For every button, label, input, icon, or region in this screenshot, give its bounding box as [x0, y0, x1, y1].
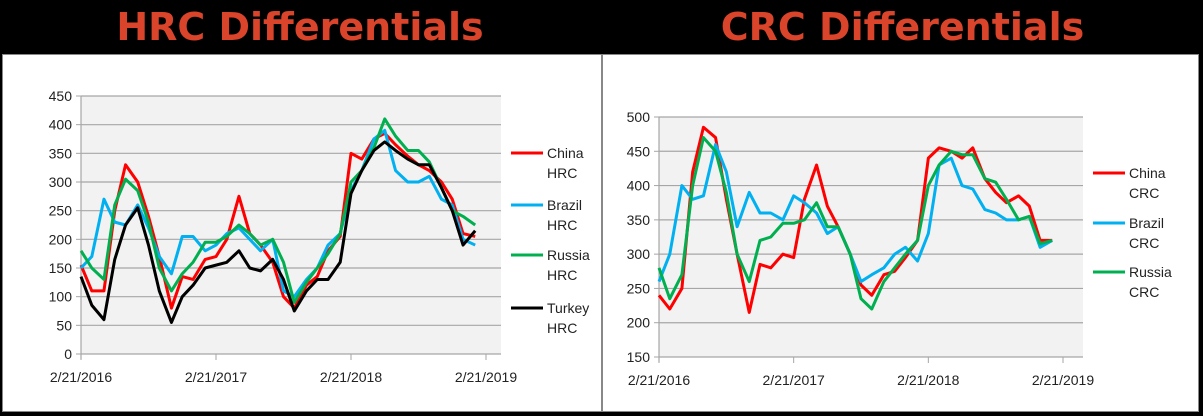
y-tick-label: 450 — [49, 88, 73, 104]
y-tick-label: 350 — [627, 212, 651, 228]
crc-chart-panel: 150 200 250 300 350 400 450 500 2/21/2016 2/21/20… — [602, 54, 1199, 412]
x-tick-label: 2/21/2019 — [1032, 372, 1094, 388]
legend-label-line2: HRC — [547, 267, 577, 283]
y-tick-label: 200 — [627, 315, 651, 331]
y-tick-label: 350 — [49, 145, 73, 161]
x-tick-label: 2/21/2019 — [455, 369, 517, 385]
series-line-russia-hrc — [79, 117, 477, 304]
y-tick-label: 250 — [49, 203, 73, 219]
legend-label-line2: HRC — [547, 320, 577, 336]
y-tick-label: 500 — [627, 109, 651, 125]
legend-label: Russia — [547, 247, 590, 263]
x-tick-label: 2/21/2018 — [320, 369, 382, 385]
legend-label: Russia — [1129, 264, 1172, 280]
series-line-china-hrc — [79, 131, 476, 310]
hrc-chart-title: HRC Differentials — [116, 5, 484, 49]
y-tick-label: 250 — [627, 280, 651, 296]
y-tick-label: 150 — [49, 260, 73, 276]
y-tick-label: 200 — [49, 231, 73, 247]
x-tick-label: 2/21/2016 — [50, 369, 112, 385]
series-line-brazil-hrc — [79, 128, 476, 299]
y-tick-label: 0 — [64, 346, 72, 362]
y-tick-label: 400 — [49, 117, 73, 133]
legend-label: Brazil — [1129, 215, 1164, 231]
y-tick-label: 300 — [627, 246, 651, 262]
legend-label-line2: HRC — [547, 217, 577, 233]
y-tick-label: 150 — [627, 349, 651, 365]
legend-label: China — [1129, 165, 1166, 181]
x-tick-label: 2/21/2017 — [763, 372, 825, 388]
hrc-chart: 0 50 100 150 200 250 300 350 400 450 2/21/2016 2/21… — [49, 88, 590, 385]
legend-label-line2: HRC — [547, 165, 577, 181]
crc-chart: 150 200 250 300 350 400 450 500 2/21/2016 2/21/20… — [627, 109, 1172, 388]
y-tick-label: 50 — [56, 317, 72, 333]
legend-label-line2: CRC — [1129, 235, 1159, 251]
y-tick-label: 400 — [627, 178, 651, 194]
y-tick-label: 300 — [49, 174, 73, 190]
y-tick-label: 100 — [49, 289, 73, 305]
series-line-russia-crc — [657, 136, 1053, 311]
legend-label-line2: CRC — [1129, 185, 1159, 201]
legend-label: Brazil — [547, 197, 582, 213]
legend-label-line2: CRC — [1129, 284, 1159, 300]
legend-label: China — [547, 145, 584, 161]
series-line-brazil-crc — [657, 142, 1053, 284]
series-line-turkey-hrc — [79, 140, 477, 324]
x-tick-label: 2/21/2016 — [628, 372, 690, 388]
legend-label: Turkey — [547, 300, 589, 316]
plot-area — [659, 117, 1083, 357]
hrc-chart-panel: 0 50 100 150 200 250 300 350 400 450 2/21/2016 2/21… — [2, 54, 602, 412]
x-tick-label: 2/21/2017 — [185, 369, 247, 385]
y-tick-label: 450 — [627, 143, 651, 159]
x-tick-label: 2/21/2018 — [897, 372, 959, 388]
crc-chart-title: CRC Differentials — [720, 5, 1085, 49]
